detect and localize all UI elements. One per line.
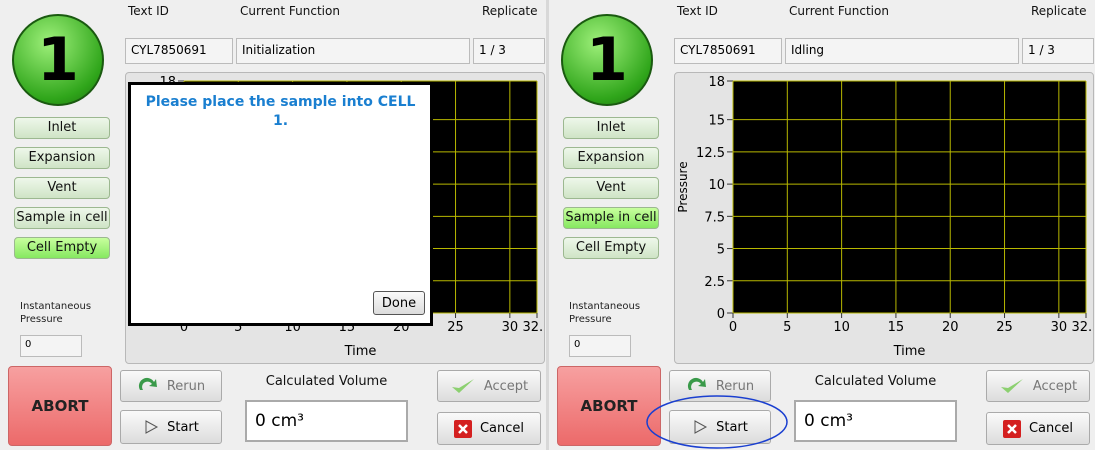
cancel-button[interactable]: Cancel (986, 412, 1090, 445)
x-axis-label: Time (893, 344, 926, 359)
abort-button[interactable]: ABORT (557, 366, 661, 446)
x-tick-label: 5 (783, 320, 791, 335)
start-button[interactable]: Start (669, 410, 771, 444)
x-tick-label: 32.5 (1072, 320, 1093, 335)
status-indicator: 1 (561, 14, 653, 106)
x-tick-label: 0 (729, 320, 737, 335)
start-text: Start (716, 419, 748, 435)
x-tick-label: 25 (996, 320, 1013, 335)
dialog: Please place the sample into CELL 1. Done (128, 82, 433, 326)
cancel-text: Cancel (1028, 421, 1074, 436)
indicator-off: Inlet (563, 117, 659, 139)
pressure-label: Instantaneous Pressure (569, 301, 641, 325)
check-icon (1000, 379, 1023, 393)
panel: 1 Text ID CYL7850691 Current Function Idling… (549, 0, 1095, 450)
start-text: Start (167, 419, 199, 435)
rerun-icon (138, 377, 157, 390)
cancel-text: Cancel (479, 421, 525, 436)
y-tick-label: 15 (708, 114, 725, 129)
x-tick-label: 15 (888, 320, 905, 335)
rerun-text: Rerun (166, 378, 206, 394)
rerun-icon (687, 377, 706, 390)
accept-button[interactable]: Accept (437, 370, 541, 402)
x-mark (1007, 423, 1017, 434)
indicator-off: Inlet (14, 117, 110, 139)
y-tick-label: 0 (717, 307, 725, 322)
volume-label: Calculated Volume (265, 374, 388, 389)
x-tick-label: 5 (234, 320, 242, 335)
status-indicator: 1 (12, 14, 104, 106)
x-tick-label: 20 (942, 320, 959, 335)
pressure-field: 0 (20, 335, 82, 357)
y-axis-label: Pressure (676, 161, 690, 212)
abort-button[interactable]: ABORT (8, 366, 112, 446)
rerun-text: Rerun (715, 378, 755, 394)
replicate-field: 1 / 3 (473, 38, 545, 64)
cancel-button[interactable]: Cancel (437, 412, 541, 445)
start-button[interactable]: Start (120, 410, 222, 444)
pressure-field: 0 (569, 335, 631, 357)
function-field: Idling (785, 38, 1019, 64)
x-tick-label: 25 (447, 320, 464, 335)
indicator-on: Sample in cell (563, 207, 659, 229)
accept-text: Accept (1032, 378, 1078, 394)
replicate-label: Replicate (482, 4, 538, 18)
x-tick-label: 32.5 (523, 320, 544, 335)
triangle (145, 420, 159, 434)
indicator-off: Expansion (563, 147, 659, 169)
y-tick-label: 18 (708, 75, 725, 90)
volume-field: 0 cm³ (794, 400, 957, 442)
x-tick-label: 10 (833, 320, 850, 335)
accept-button[interactable]: Accept (986, 370, 1090, 402)
triangle (694, 420, 708, 434)
graph-frame: 0 2.5 5 7.5 10 12.5 15 18 0 5 10 15 20 25 30 32.5 Time Pr… (674, 72, 1094, 364)
x-axis-label: Time (344, 344, 377, 359)
y-tick-label: 12.5 (696, 146, 725, 161)
rerun-button[interactable]: Rerun (120, 370, 222, 402)
function-label: Current Function (789, 4, 889, 18)
check-icon (451, 379, 474, 393)
indicator-off: Vent (14, 177, 110, 199)
y-tick-label: 7.5 (704, 210, 725, 225)
indicator-off: Cell Empty (563, 237, 659, 259)
volume-label: Calculated Volume (814, 374, 937, 389)
x-tick-label: 30 (1051, 320, 1068, 335)
function-field: Initialization (236, 38, 470, 64)
indicator-on: Cell Empty (14, 237, 110, 259)
y-tick-label: 2.5 (704, 275, 725, 290)
plot-area (733, 81, 1086, 313)
x-icon (1002, 419, 1021, 438)
text-id-field: CYL7850691 (674, 38, 782, 64)
check (1000, 379, 1023, 393)
x-mark (458, 423, 468, 434)
y-tick-label: 10 (708, 178, 725, 193)
text-id-label: Text ID (677, 4, 718, 18)
x-tick-label: 0 (180, 320, 188, 335)
replicate-field: 1 / 3 (1022, 38, 1094, 64)
indicator-off: Expansion (14, 147, 110, 169)
indicator-off: Vent (563, 177, 659, 199)
pressure-label: Instantaneous Pressure (20, 301, 92, 325)
x-tick-label: 30 (502, 320, 519, 335)
accept-text: Accept (483, 378, 529, 394)
graph: 0 2.5 5 7.5 10 12.5 15 18 0 5 10 15 20 25 30 32.5 Time Pr… (676, 75, 1093, 359)
replicate-label: Replicate (1031, 4, 1087, 18)
play-icon (145, 420, 159, 434)
arrow (138, 377, 157, 390)
play-icon (694, 420, 708, 434)
indicator-off: Sample in cell (14, 207, 110, 229)
x-icon (453, 419, 472, 438)
check (451, 379, 474, 393)
y-tick-label: 5 (717, 243, 725, 258)
arrow (687, 377, 706, 390)
text-id-field: CYL7850691 (125, 38, 233, 64)
rerun-button[interactable]: Rerun (669, 370, 771, 402)
function-label: Current Function (240, 4, 340, 18)
done-button[interactable]: Done (373, 291, 425, 315)
dialog-message: Please place the sample into CELL 1. (145, 94, 416, 129)
volume-field: 0 cm³ (245, 400, 408, 442)
text-id-label: Text ID (128, 4, 169, 18)
panel: 1 Text ID CYL7850691 Current Function Initia… (0, 0, 546, 450)
